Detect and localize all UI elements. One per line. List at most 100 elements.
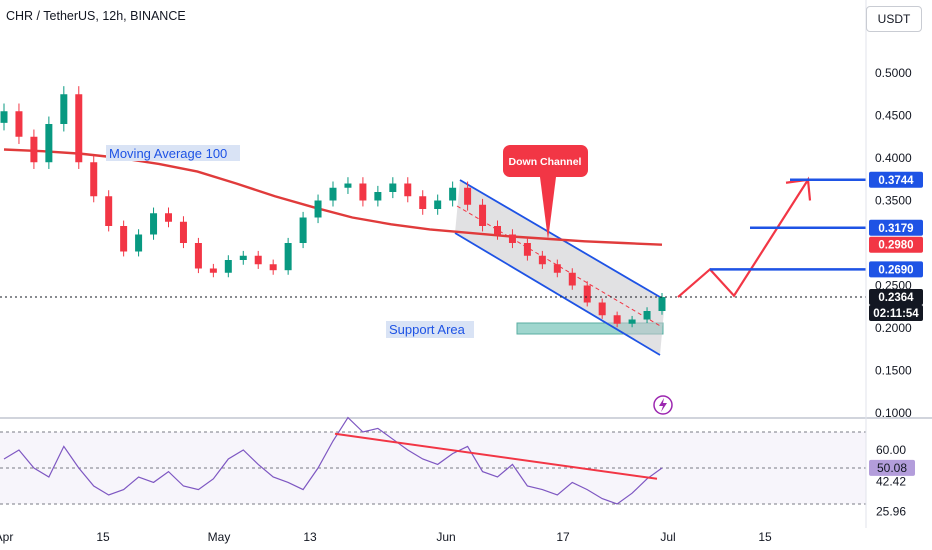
ma-label-bg bbox=[106, 145, 240, 161]
price-tick-label: 0.2000 bbox=[875, 321, 912, 335]
candle-body bbox=[30, 136, 38, 163]
currency-button[interactable]: USDT bbox=[866, 6, 922, 32]
price-tag-bg bbox=[869, 219, 923, 236]
candle-body bbox=[45, 124, 53, 163]
support-area bbox=[516, 322, 664, 335]
price-tag: 0.2690 bbox=[869, 261, 923, 278]
candle-body bbox=[434, 200, 442, 209]
candle-body bbox=[508, 234, 516, 243]
candle-body bbox=[628, 319, 636, 324]
candle-body bbox=[344, 183, 352, 188]
price-tick-label: 0.3500 bbox=[875, 194, 912, 208]
candle-body bbox=[494, 226, 501, 235]
rsi-current-tag: 50.08 bbox=[869, 459, 915, 476]
price-tag-bg bbox=[869, 305, 923, 322]
candle-body bbox=[90, 162, 98, 197]
down-channel-label: Down Channel bbox=[509, 156, 582, 168]
candle-body bbox=[0, 111, 8, 123]
candle-body bbox=[179, 221, 187, 243]
candle-body bbox=[135, 234, 143, 252]
rsi-line bbox=[3, 416, 663, 505]
support-label: Support Area bbox=[389, 322, 466, 337]
down-channel-callout-pointer bbox=[540, 177, 556, 240]
grid bbox=[0, 0, 932, 419]
time-tick-label: May bbox=[208, 530, 231, 544]
candle-body bbox=[194, 243, 202, 269]
price-tag-label: 0.3744 bbox=[878, 175, 914, 187]
candle-body bbox=[464, 187, 472, 205]
lightning-icon bbox=[653, 395, 673, 415]
price-tick-label: 0.1000 bbox=[875, 406, 912, 420]
candle-body bbox=[60, 94, 68, 124]
price-tick-label: 0.4000 bbox=[875, 151, 912, 165]
price-tags: 0.3744 0.3179 0.2980 0.2690 0.2364 02:11:54 bbox=[869, 171, 923, 322]
candle-body bbox=[105, 196, 113, 226]
candle-body bbox=[658, 297, 666, 311]
candle-body bbox=[374, 192, 382, 201]
candle-body bbox=[224, 260, 232, 273]
time-tick-label: Jul bbox=[660, 530, 675, 544]
candle-body bbox=[419, 196, 427, 209]
candle-body bbox=[15, 111, 23, 137]
price-tick-label: 0.5000 bbox=[875, 66, 912, 80]
resistance-levels bbox=[0, 178, 866, 298]
candle-body bbox=[583, 285, 591, 303]
price-tag-bg bbox=[869, 171, 923, 188]
price-tag-label: 02:11:54 bbox=[873, 308, 919, 320]
main-pane-bg bbox=[0, 0, 866, 418]
price-tag-label: 0.2980 bbox=[878, 240, 913, 252]
projection-path bbox=[677, 176, 812, 298]
candle-body bbox=[479, 204, 487, 226]
rsi-tick-label: 25.96 bbox=[876, 504, 906, 518]
price-tag: 0.2980 bbox=[869, 236, 923, 253]
candle-body bbox=[299, 217, 307, 243]
candle-body bbox=[404, 183, 412, 197]
candle-body bbox=[150, 213, 158, 235]
support-area-box bbox=[516, 322, 664, 335]
price-tag: 02:11:54 bbox=[869, 305, 923, 322]
rsi-current-tag-bg bbox=[869, 459, 915, 476]
price-tag: 0.3744 bbox=[869, 171, 923, 188]
time-tick-label: 17 bbox=[556, 530, 570, 544]
price-tag-bg bbox=[869, 289, 923, 306]
candle-body bbox=[284, 243, 292, 271]
price-tag: 0.2364 bbox=[869, 289, 923, 306]
rsi-pane: 60.00 42.42 25.96 50.08 bbox=[0, 416, 915, 518]
candle-body bbox=[254, 255, 262, 265]
candle-body bbox=[538, 255, 546, 265]
price-tag-label: 0.2690 bbox=[878, 264, 913, 276]
candle-body bbox=[389, 183, 397, 192]
candle-body bbox=[269, 264, 277, 271]
candle-body bbox=[165, 213, 172, 222]
price-tag-bg bbox=[869, 261, 923, 278]
candle-body bbox=[553, 264, 561, 273]
candle-body bbox=[568, 272, 576, 286]
time-tick-label: 15 bbox=[758, 530, 772, 544]
channel-lower-line bbox=[454, 232, 661, 356]
candle-body bbox=[120, 226, 128, 252]
time-tick-label: Apr bbox=[0, 530, 13, 544]
down-channel-callout-bg bbox=[503, 145, 588, 177]
candle-body bbox=[643, 311, 651, 320]
support-label-bg bbox=[386, 321, 474, 338]
candle-body bbox=[359, 183, 367, 201]
candle-body bbox=[449, 187, 457, 201]
rsi-current-tag-label: 50.08 bbox=[877, 461, 907, 475]
candle-body bbox=[613, 315, 621, 324]
price-tag-bg bbox=[869, 236, 923, 253]
candle-body bbox=[209, 268, 217, 273]
lightning-icon-bolt bbox=[659, 398, 667, 412]
rsi-tick-label: 42.42 bbox=[876, 475, 906, 489]
price-tick-label: 0.1500 bbox=[875, 364, 912, 378]
time-tick-label: Jun bbox=[436, 530, 455, 544]
chart-title: CHR / TetherUS, 12h, BINANCE bbox=[6, 9, 186, 23]
rsi-trendline bbox=[334, 432, 658, 480]
ma-label: Moving Average 100 bbox=[109, 146, 227, 161]
price-tick-label: 0.2500 bbox=[875, 279, 912, 293]
price-tag-label: 0.3179 bbox=[878, 223, 913, 235]
time-axis: Apr 15 May 13 Jun 17 Jul 15 bbox=[0, 530, 772, 544]
candle-body bbox=[329, 187, 337, 201]
candle-body bbox=[523, 243, 531, 256]
time-tick-label: 13 bbox=[303, 530, 317, 544]
